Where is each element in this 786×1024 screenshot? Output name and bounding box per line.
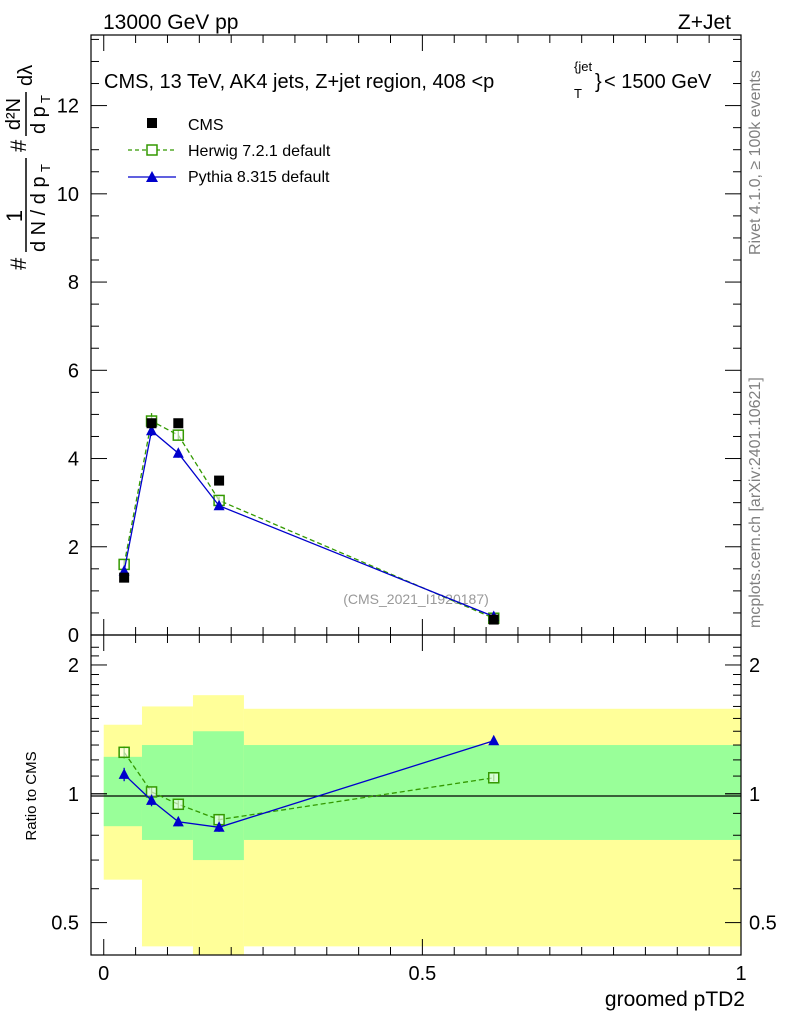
ratio-ytick-label-right: 0.5	[749, 913, 777, 935]
legend-herwig-label: Herwig 7.2.1 default	[188, 143, 331, 160]
legend-cms-marker	[147, 118, 157, 128]
ratio-frame	[90, 634, 742, 956]
inner-band-bin-0	[103, 756, 142, 827]
ratio-ytick-label-left: 2	[68, 655, 79, 677]
main-ytick-label: 0	[68, 625, 79, 647]
ratio-xtick-label: 0.5	[408, 963, 436, 985]
ratio-uncertainty-bands	[103, 695, 742, 955]
legend-pythia-label: Pythia 8.315 default	[188, 169, 330, 186]
herwig-point	[172, 429, 185, 441]
main-ytick-label: 6	[68, 360, 79, 382]
legend: CMS Herwig 7.2.1 default Pythia 8.315 de…	[128, 117, 331, 186]
ratio-pythia-point	[118, 768, 130, 779]
ratio-pythia-point	[213, 821, 225, 832]
header-left: 13000 GeV pp	[103, 11, 238, 34]
ratio-xtick-label: 1	[735, 963, 746, 985]
ratio-series	[118, 734, 500, 832]
legend-cms-label: CMS	[188, 117, 224, 134]
y-title-frac2-numerator: d²N	[3, 98, 25, 130]
main-ytick-label: 8	[68, 272, 79, 294]
y-axis-title: # 1 d N / d p T # d²N d p T dλ	[2, 65, 53, 270]
ratio-herwig-line	[123, 751, 494, 821]
plot-title-tail: < 1500 GeV	[604, 71, 712, 93]
legend-herwig-marker	[146, 144, 158, 156]
pythia-point	[172, 447, 184, 458]
y-title-frac2-denominator: d p	[28, 106, 50, 134]
y-title-suffix: dλ	[15, 65, 37, 86]
x-axis-label: groomed pTD2	[605, 988, 745, 1011]
plot-title-main: CMS, 13 TeV, AK4 jets, Z+jet region, 408…	[104, 71, 494, 93]
cms-point	[214, 475, 225, 486]
ratio-ytick-label-left: 0.5	[51, 913, 79, 935]
analysis-watermark: (CMS_2021_I1920187)	[343, 591, 489, 607]
ratio-ytick-label-right: 1	[749, 784, 760, 806]
ratio-herwig-point	[487, 772, 500, 784]
y-title-numerator: 1	[2, 210, 27, 222]
ratio-y-axis-label: Ratio to CMS	[23, 751, 40, 840]
pythia-point	[146, 424, 158, 436]
plot-title-sub: T	[574, 86, 582, 101]
main-series	[118, 413, 500, 625]
ratio-pythia-point	[488, 734, 500, 746]
ratio-ytick-label-right: 2	[749, 655, 760, 677]
pythia-point	[213, 499, 225, 511]
ratio-herwig-point	[172, 798, 185, 811]
plot-title: CMS, 13 TeV, AK4 jets, Z+jet region, 408…	[104, 59, 712, 101]
ratio-ytick-label-left: 1	[68, 784, 79, 806]
ratio-xtick-label: 0	[98, 963, 109, 985]
rivet-label: Rivet 4.1.0, ≥ 100k events	[747, 70, 764, 255]
main-ytick-label: 12	[57, 96, 79, 118]
axis-ticks	[91, 35, 742, 955]
main-ytick-label: 4	[68, 449, 79, 471]
cms-point	[173, 418, 184, 429]
ratio-pythia-point	[146, 794, 158, 805]
mcplots-label: mcplots.cern.ch [arXiv:2401.10621]	[747, 377, 764, 628]
y-title-frac2-denominator-sub: T	[38, 95, 53, 103]
legend-pythia-marker	[146, 171, 158, 182]
cms-point	[119, 572, 130, 583]
pythia-line	[123, 429, 494, 618]
main-ytick-label: 10	[57, 184, 79, 206]
header-right: Z+Jet	[678, 11, 731, 34]
plot-title-sup: {jet	[574, 59, 592, 74]
y-title-hash-2: #	[6, 139, 31, 152]
cms-point	[488, 614, 499, 625]
ratio-pythia-point	[172, 815, 184, 827]
main-ytick-label: 2	[68, 537, 79, 559]
y-title-hash: #	[6, 257, 31, 270]
y-title-denominator: d N / d p	[28, 176, 50, 252]
plot-title-close: }	[595, 71, 602, 93]
ratio-herwig-point	[118, 746, 130, 759]
cms-point	[146, 418, 157, 429]
inner-band-bin-3	[243, 745, 742, 840]
y-title-denominator-sub: T	[38, 164, 53, 172]
